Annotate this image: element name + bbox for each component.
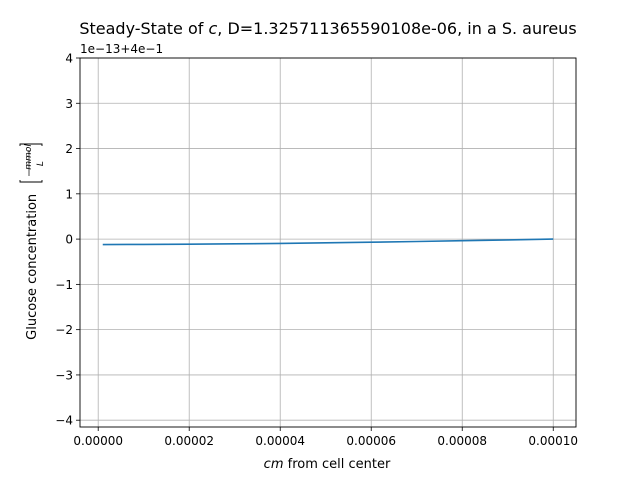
y-tick-label: −2 xyxy=(55,323,73,337)
x-tick-label: 0.00010 xyxy=(528,434,578,448)
y-tick-label: −4 xyxy=(55,414,73,428)
y-axis-ticks: −4 −3 −2 −1 0 1 2 3 4 xyxy=(55,52,80,428)
y-tick-label: 4 xyxy=(65,52,73,66)
y-tick-label: −1 xyxy=(55,278,73,292)
y-tick-label: 2 xyxy=(65,142,73,156)
x-tick-label: 0.00002 xyxy=(164,434,214,448)
offset-text: 1e−13+4e−1 xyxy=(80,42,163,56)
x-tick-label: 0.00006 xyxy=(346,434,396,448)
y-tick-label: −3 xyxy=(55,368,73,382)
y-axis-label-brackets xyxy=(19,143,43,183)
plot-frame xyxy=(79,57,577,428)
x-axis-ticks: 0.00000 0.00002 0.00004 0.00006 0.00008 0.000… xyxy=(73,427,578,448)
x-tick-label: 0.00000 xyxy=(73,434,123,448)
x-tick-label: 0.00004 xyxy=(255,434,305,448)
y-tick-label: 1 xyxy=(65,187,73,201)
y-tick-label: 3 xyxy=(65,97,73,111)
chart-title: Steady-State of c, D=1.325711365590108e-… xyxy=(79,19,576,38)
x-tick-label: 0.00008 xyxy=(437,434,487,448)
series-line xyxy=(102,238,554,246)
y-tick-label: 0 xyxy=(65,233,73,247)
x-axis-label: cm from cell center xyxy=(264,457,391,472)
series-layer xyxy=(102,238,554,246)
